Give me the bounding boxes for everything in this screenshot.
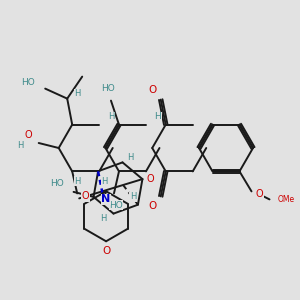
Text: OMe: OMe: [278, 195, 295, 204]
Text: N: N: [101, 194, 111, 204]
Text: O: O: [25, 130, 32, 140]
Text: O: O: [102, 246, 110, 256]
Text: H: H: [154, 112, 161, 121]
Text: H: H: [74, 177, 80, 186]
Text: H: H: [100, 214, 107, 223]
Text: HO: HO: [50, 179, 64, 188]
Text: H: H: [127, 153, 134, 162]
Text: H: H: [148, 177, 154, 186]
Text: H: H: [101, 177, 107, 186]
Text: H: H: [74, 89, 80, 98]
Text: HO: HO: [109, 201, 123, 210]
Text: HO: HO: [101, 84, 115, 93]
Text: O: O: [256, 189, 263, 200]
Text: H: H: [17, 140, 24, 149]
Text: O: O: [81, 191, 89, 201]
Text: H: H: [130, 192, 136, 201]
Text: O: O: [148, 85, 157, 94]
Text: H: H: [108, 112, 114, 121]
Text: O: O: [148, 201, 157, 212]
Text: HO: HO: [22, 78, 35, 87]
Text: O: O: [147, 174, 154, 184]
